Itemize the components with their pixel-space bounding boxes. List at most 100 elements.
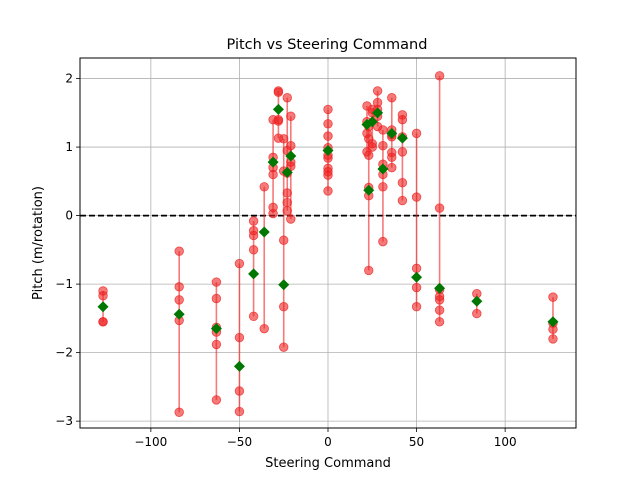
sample-point: [548, 292, 558, 302]
mean-marker: [248, 268, 260, 280]
sample-point: [372, 86, 383, 96]
sample-point: [273, 116, 284, 126]
mean-marker: [363, 184, 375, 196]
sample-point: [378, 236, 388, 247]
x-axis-label: Steering Command: [265, 456, 391, 471]
sample-point: [234, 386, 245, 396]
sample-point: [364, 265, 374, 276]
sample-point: [411, 302, 422, 312]
sample-point: [282, 206, 292, 216]
sample-point: [234, 332, 245, 343]
sample-point: [211, 293, 222, 304]
sample-point: [286, 141, 296, 151]
sample-point: [279, 235, 289, 245]
sample-point: [174, 246, 184, 256]
sample-point: [279, 302, 289, 312]
y-tick-label: −3: [55, 414, 73, 428]
sample-point: [259, 182, 269, 192]
x-tick-label: −100: [134, 435, 167, 449]
sample-point: [387, 152, 397, 163]
axis-ticks: −100 −50 0 50 100 −3 −2 −1 0 1 2: [55, 72, 516, 449]
sample-point: [367, 142, 377, 152]
sample-point: [211, 339, 222, 350]
sample-point: [174, 407, 184, 417]
sample-point: [387, 93, 397, 103]
mean-marker: [97, 301, 109, 313]
sample-point: [234, 258, 245, 269]
y-tick-label: −1: [55, 277, 73, 291]
sample-point: [279, 134, 289, 144]
mean-marker: [278, 279, 290, 291]
sample-point: [234, 406, 245, 417]
sample-point: [248, 245, 259, 255]
sample-point: [397, 114, 408, 125]
mean-marker: [173, 308, 185, 320]
mean-markers: [97, 103, 559, 372]
y-tick-label: 1: [65, 140, 73, 154]
sample-point: [259, 323, 269, 334]
mean-marker: [411, 271, 423, 283]
sample-point: [411, 282, 422, 293]
sample-point: [378, 182, 388, 192]
sample-point: [323, 104, 333, 115]
sample-point: [434, 71, 445, 81]
sample-point: [211, 277, 222, 287]
sample-point: [248, 311, 259, 322]
mean-marker: [377, 163, 389, 175]
sample-point: [434, 295, 445, 305]
y-tick-label: 2: [65, 72, 73, 86]
sample-point: [98, 291, 108, 301]
x-tick-label: 50: [409, 435, 424, 449]
mean-marker: [272, 103, 284, 115]
sample-point: [323, 119, 333, 129]
mean-marker: [281, 166, 293, 178]
mean-marker: [396, 132, 408, 144]
sample-point: [282, 188, 292, 198]
sample-point: [323, 186, 333, 196]
mean-marker: [258, 226, 270, 238]
sample-point: [434, 317, 445, 327]
x-tick-label: −50: [227, 435, 252, 449]
sample-point: [434, 203, 445, 213]
sample-point: [268, 208, 278, 219]
sample-point: [286, 214, 296, 224]
mean-marker: [233, 360, 245, 372]
sample-point: [174, 282, 184, 292]
mean-marker: [285, 150, 297, 162]
y-axis-label: Pitch (m/rotation): [31, 186, 46, 300]
sample-point: [174, 295, 184, 305]
chart-title: Pitch vs Steering Command: [227, 37, 428, 53]
mean-marker: [267, 156, 279, 168]
sample-point: [397, 178, 408, 188]
sample-point: [248, 230, 259, 241]
sample-point: [378, 125, 388, 135]
mean-marker: [366, 116, 378, 128]
mean-marker: [547, 316, 559, 328]
sample-point: [248, 216, 259, 226]
sample-point: [387, 162, 397, 173]
mean-marker: [322, 145, 334, 156]
sample-point: [323, 131, 333, 141]
sample-point: [411, 128, 422, 139]
mean-marker: [386, 127, 398, 139]
sample-point: [411, 192, 422, 202]
sample-point: [98, 317, 108, 327]
mean-marker: [434, 282, 446, 294]
mean-marker: [210, 323, 222, 335]
sample-point: [323, 170, 333, 180]
sample-point: [286, 111, 296, 121]
x-tick-label: 0: [324, 435, 332, 449]
sample-point: [273, 87, 284, 97]
x-tick-label: 100: [494, 435, 517, 449]
sample-point: [211, 395, 222, 405]
sample-point: [364, 150, 374, 160]
sample-point: [268, 169, 278, 180]
mean-marker: [471, 295, 483, 307]
sample-point: [282, 93, 292, 103]
sample-point: [282, 197, 292, 208]
sample-point: [548, 334, 558, 344]
sample-point: [279, 342, 289, 352]
sample-point: [434, 305, 445, 315]
mean-marker: [372, 107, 384, 119]
